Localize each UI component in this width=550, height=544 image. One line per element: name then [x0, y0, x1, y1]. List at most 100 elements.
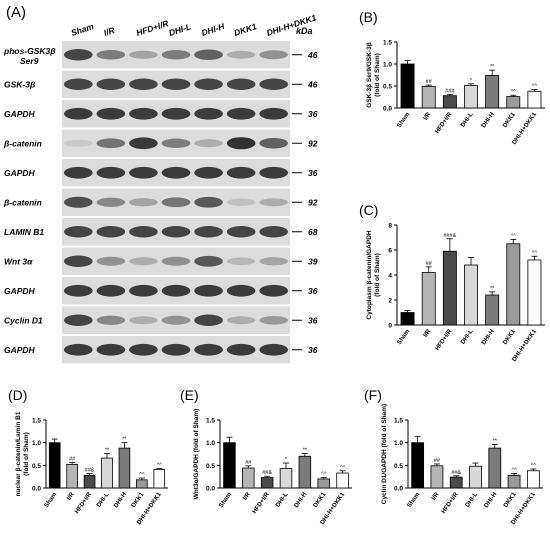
category-label: DKK1 — [502, 111, 518, 129]
blot-band — [129, 50, 158, 59]
bar — [507, 474, 521, 489]
panel-a-letter: (A) — [6, 4, 26, 21]
blot-band — [161, 315, 191, 325]
blot-band — [63, 139, 93, 147]
significance-mark: ##& — [85, 467, 95, 473]
blot-band — [129, 284, 158, 297]
bar — [527, 90, 542, 109]
significance-mark: ** — [303, 448, 308, 454]
y-tick-label: 0.0 — [206, 486, 215, 493]
panel-letter: (D) — [8, 387, 27, 403]
lane-label: DHI-L — [168, 21, 193, 38]
blot-band — [226, 166, 256, 179]
blot-band — [63, 343, 93, 356]
blot-band — [96, 343, 126, 356]
y-axis-label: Cytoplasm β-catenin/GAPDH — [366, 230, 373, 320]
y-tick-label: 0.0 — [383, 106, 392, 113]
bar-chart-b: (B) 0.0 0.5 1.0 1.5 GSK-3β Ser9/GSK-3β (fold o… — [359, 9, 545, 146]
blot-band — [226, 316, 256, 325]
blot-band — [259, 226, 289, 238]
category-label: Sham — [43, 491, 59, 509]
y-tick-label: 1.5 — [32, 418, 41, 425]
category-label: DKK1 — [502, 328, 518, 346]
blot-band — [96, 166, 126, 179]
blot-band — [194, 166, 223, 179]
category-label: DHI-H — [480, 328, 496, 347]
blot-band — [63, 78, 93, 90]
blot-band — [96, 256, 126, 266]
blot-label: GAPDH — [4, 345, 36, 355]
bar — [526, 470, 540, 489]
lane-label: DHI-H — [200, 21, 226, 38]
significance-mark: ^^ — [511, 89, 517, 95]
blot-label: β-catenin — [3, 197, 42, 207]
significance-mark: ## — [245, 460, 252, 466]
blot-label: Ser9 — [20, 56, 39, 66]
kda-header: kDa — [296, 26, 313, 36]
y-axis-label: Cyclin D1/GAPDH (fold of Sham) — [381, 404, 388, 504]
y-tick-label: 1.5 — [394, 418, 403, 425]
bar — [464, 85, 478, 109]
bar-chart-e: (E) 0.0 0.5 1.0 1.5 Wnt3α/GAPDH (fold of Sham… — [180, 387, 352, 526]
blot-band — [129, 166, 158, 179]
bar — [336, 472, 349, 489]
kda-value: 36 — [308, 109, 318, 119]
bar — [421, 86, 436, 109]
bar — [411, 442, 425, 489]
y-tick-label: 1.0 — [32, 440, 41, 447]
blot-band — [161, 78, 191, 90]
significance-mark: ## — [426, 261, 433, 267]
blot-band — [129, 78, 158, 90]
blot-band — [194, 78, 223, 90]
blot-band — [226, 50, 256, 59]
category-label: HFD+I/R — [74, 491, 94, 515]
blot-band — [194, 255, 223, 267]
blot-band — [63, 196, 93, 208]
significance-mark: ## — [69, 457, 76, 463]
blot-band — [259, 198, 289, 207]
kda-value: 92 — [308, 197, 318, 207]
bar — [506, 243, 521, 326]
y-tick-label: 1.0 — [206, 440, 215, 447]
blot-label: Wnt 3α — [4, 256, 33, 266]
blot-label: phos-GSK3β — [3, 46, 56, 56]
significance-mark: ** — [490, 64, 495, 70]
blot-band — [226, 137, 256, 150]
blot-band — [226, 107, 256, 120]
y-tick-label: 0.5 — [32, 463, 41, 470]
y-tick-label: 1.5 — [206, 418, 215, 425]
blot-band — [226, 78, 256, 90]
blot-band — [129, 257, 158, 266]
blot-band — [63, 107, 93, 120]
category-label: DHI-H — [112, 491, 128, 510]
blot-band — [194, 139, 223, 148]
bar-chart-d: (D) 0.0 0.5 1.0 1.5 nuclear β-catenin/Lamin B… — [8, 387, 168, 526]
bar — [400, 63, 415, 109]
blot-band — [259, 315, 289, 325]
bar — [430, 465, 444, 489]
blot-band — [161, 166, 191, 179]
significance-mark: ###& — [443, 233, 456, 239]
bar — [527, 259, 542, 326]
bar — [101, 457, 113, 489]
blot-band — [161, 49, 191, 60]
category-label: I/R — [430, 491, 441, 502]
category-label: DHI-L — [464, 491, 479, 509]
bar — [66, 464, 78, 489]
blot-band — [96, 197, 126, 207]
bar — [298, 455, 312, 489]
kda-value: 36 — [308, 315, 318, 325]
blot-band — [259, 78, 289, 90]
blot-band — [96, 78, 126, 90]
bar — [223, 442, 236, 489]
panel-letter: (F) — [364, 387, 382, 403]
blot-band — [226, 343, 256, 356]
y-axis-label: (fold of Sham) — [374, 253, 381, 297]
category-label: I/R — [66, 491, 77, 502]
blot-band — [226, 226, 256, 238]
category-label: DKK1 — [312, 491, 328, 509]
blot-band — [194, 196, 223, 208]
blot-band — [96, 315, 126, 325]
